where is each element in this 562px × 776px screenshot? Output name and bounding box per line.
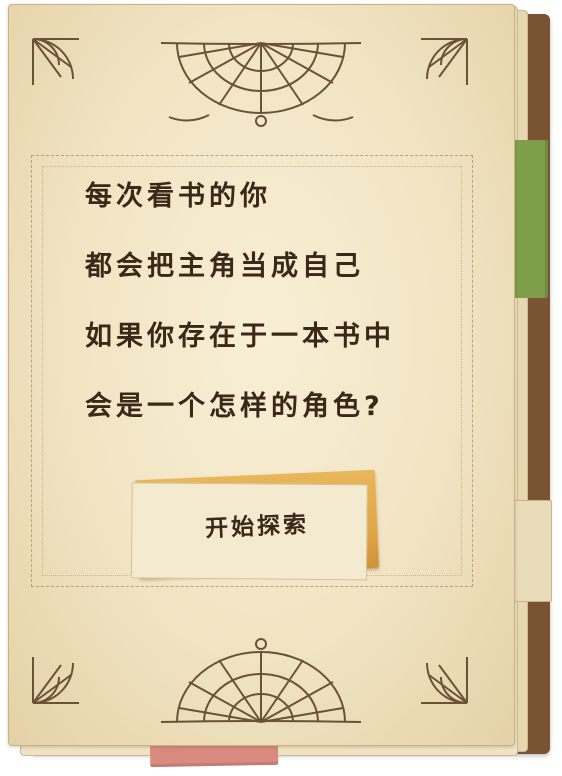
corner-ornament-icon <box>32 657 79 704</box>
story-line: 会是一个怎样的角色? <box>85 391 384 422</box>
fan-ornament-icon <box>160 42 362 127</box>
story-line: 如果你存在于一本书中 <box>85 321 395 352</box>
corner-ornament-icon <box>421 657 468 704</box>
story-text: 每次看书的你 都会把主角当成自己 如果你存在于一本书中 会是一个怎样的角色? <box>85 173 465 453</box>
corner-ornament-icon <box>421 38 468 85</box>
corner-ornament-icon <box>32 38 79 85</box>
story-line: 都会把主角当成自己 <box>85 251 364 282</box>
fan-ornament-icon <box>160 638 362 723</box>
book-page: 每次看书的你 都会把主角当成自己 如果你存在于一本书中 会是一个怎样的角色? 开… <box>8 4 515 746</box>
bookmark-tab-cream <box>512 500 552 602</box>
story-line: 每次看书的你 <box>85 181 271 212</box>
start-explore-button[interactable]: 开始探索 <box>134 469 380 579</box>
bookmark-tab-green <box>512 140 548 298</box>
start-explore-label: 开始探索 <box>204 511 310 543</box>
